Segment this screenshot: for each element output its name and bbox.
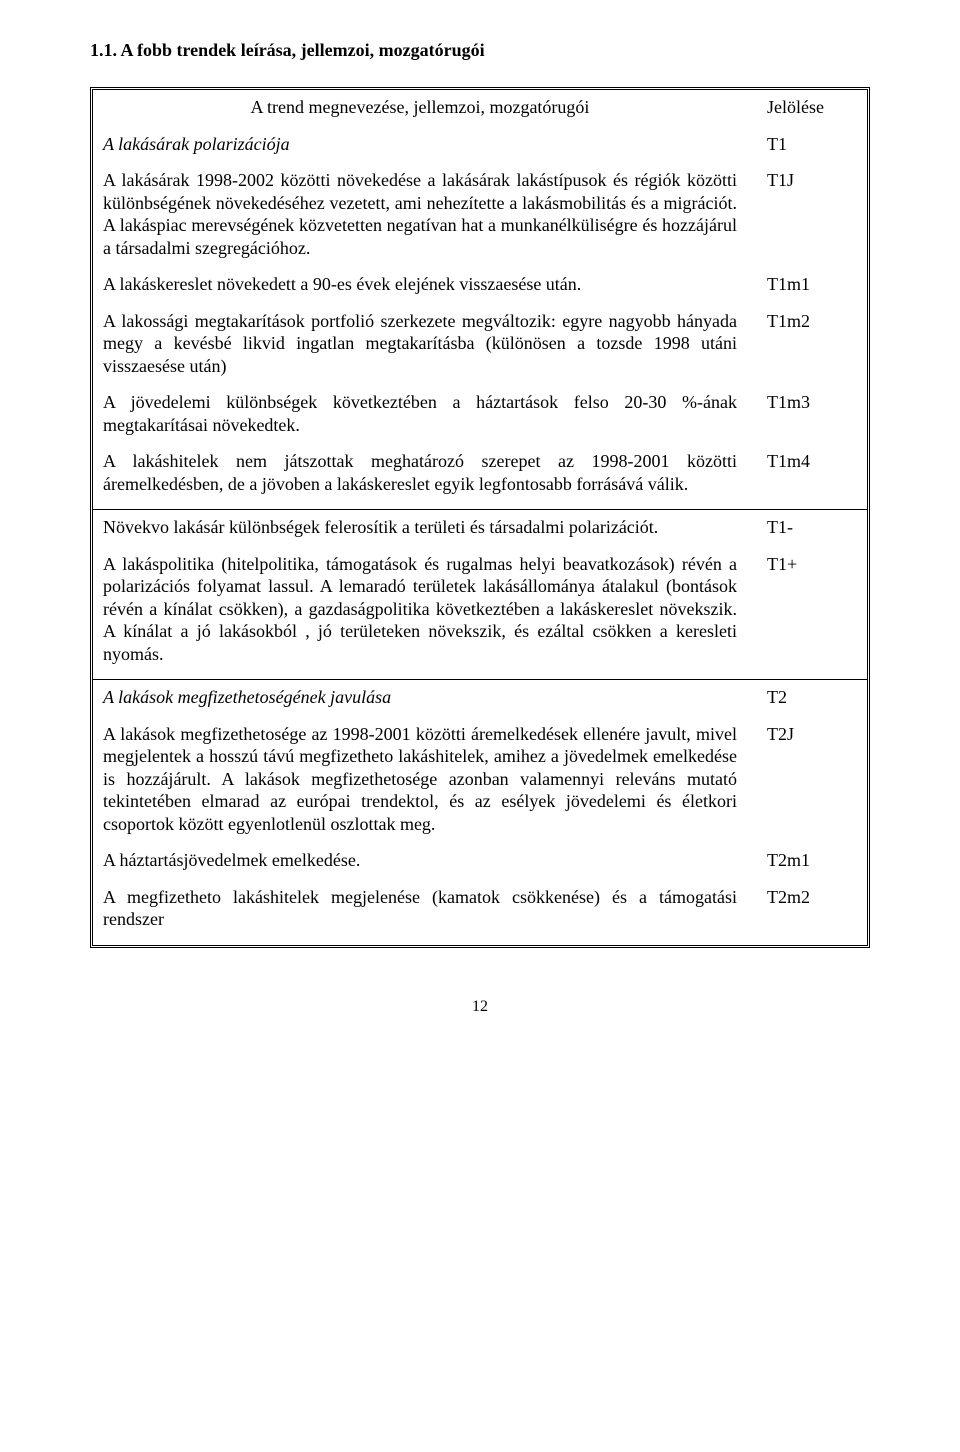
row-text: A lakáspolitika (hitelpolitika, támogatá… <box>103 553 767 666</box>
row-label: T2 <box>767 686 857 709</box>
table-row: A háztartásjövedelmek emelkedése. T2m1 <box>103 849 857 872</box>
section-heading: 1.1. A fobb trendek leírása, jellemzoi, … <box>90 40 870 61</box>
row-label: T1- <box>767 516 857 539</box>
table-row: A jövedelemi különbségek következtében a… <box>103 391 857 436</box>
row-text: A lakásárak 1998-2002 közötti növekedése… <box>103 169 767 259</box>
table-row: A lakások megfizethetosége az 1998-2001 … <box>103 723 857 836</box>
header-description: A trend megnevezése, jellemzoi, mozgatór… <box>103 96 767 119</box>
row-text: A lakásárak polarizációja <box>103 133 767 156</box>
row-text: A háztartásjövedelmek emelkedése. <box>103 849 767 872</box>
row-text: A megfizetheto lakáshitelek megjelenése … <box>103 886 767 931</box>
row-text: A lakások megfizethetoségének javulása <box>103 686 767 709</box>
page-number: 12 <box>90 998 870 1016</box>
table-row: A lakossági megtakarítások portfolió sze… <box>103 310 857 378</box>
row-text: A lakossági megtakarítások portfolió sze… <box>103 310 767 378</box>
table-row: A lakáspolitika (hitelpolitika, támogatá… <box>103 553 857 666</box>
row-label: T1m3 <box>767 391 857 436</box>
trends-table: A trend megnevezése, jellemzoi, mozgatór… <box>90 87 870 948</box>
table-row: A lakáshitelek nem játszottak meghatároz… <box>103 450 857 495</box>
table-section: A lakások megfizethetoségének javulása T… <box>93 680 867 945</box>
table-row: A lakásárak 1998-2002 közötti növekedése… <box>103 169 857 259</box>
row-label: T1 <box>767 133 857 156</box>
row-text: A lakáskereslet növekedett a 90-es évek … <box>103 273 767 296</box>
header-label: Jelölése <box>767 96 857 119</box>
row-text: A lakások megfizethetosége az 1998-2001 … <box>103 723 767 836</box>
table-row: A lakásárak polarizációja T1 <box>103 133 857 156</box>
table-section: Növekvo lakásár különbségek felerosítik … <box>93 510 867 680</box>
table-row: Növekvo lakásár különbségek felerosítik … <box>103 516 857 539</box>
row-text: A jövedelemi különbségek következtében a… <box>103 391 767 436</box>
row-label: T1+ <box>767 553 857 666</box>
table-row: A lakáskereslet növekedett a 90-es évek … <box>103 273 857 296</box>
table-row: A megfizetheto lakáshitelek megjelenése … <box>103 886 857 931</box>
row-label: T2m2 <box>767 886 857 931</box>
row-label: T1m4 <box>767 450 857 495</box>
row-label: T1J <box>767 169 857 259</box>
table-row: A lakások megfizethetoségének javulása T… <box>103 686 857 709</box>
row-text: A lakáshitelek nem játszottak meghatároz… <box>103 450 767 495</box>
row-label: T2m1 <box>767 849 857 872</box>
row-text: Növekvo lakásár különbségek felerosítik … <box>103 516 767 539</box>
row-label: T2J <box>767 723 857 836</box>
table-header-section: A trend megnevezése, jellemzoi, mozgatór… <box>93 90 867 510</box>
table-header-row: A trend megnevezése, jellemzoi, mozgatór… <box>103 96 857 119</box>
row-label: T1m2 <box>767 310 857 378</box>
row-label: T1m1 <box>767 273 857 296</box>
